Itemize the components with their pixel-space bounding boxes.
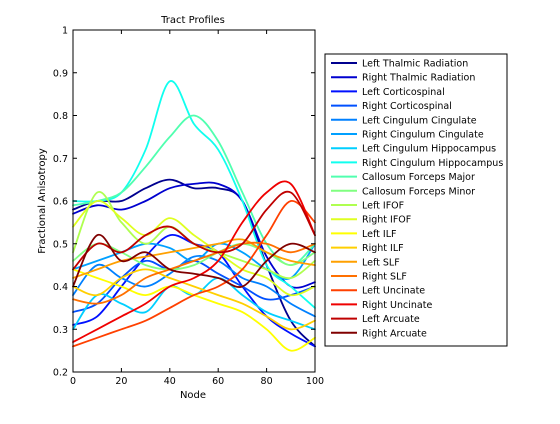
legend-label: Right ILF — [362, 243, 404, 254]
ticks-layer: 0 20 40 60 80 100 0.2 0.3 0.4 0.5 0.6 0.7 0.8 0.9 1 — [53, 26, 324, 388]
legend-label: Left Thalmic Radiation — [362, 59, 468, 70]
y-tick-label: 0.3 — [53, 325, 68, 336]
series-line-17 — [72, 200, 316, 348]
series-line-10 — [72, 242, 316, 271]
y-tick-label: 0.6 — [53, 197, 68, 208]
legend-label: Right Cingulum Hippocampus — [362, 158, 503, 169]
legend-label: Right Corticospinal — [362, 101, 452, 112]
x-tick-label: 100 — [306, 376, 324, 387]
legend-box — [324, 53, 508, 347]
y-tick-label: 0.8 — [53, 111, 68, 122]
y-tick-label: 0.7 — [53, 154, 68, 165]
legend-label: Left Corticospinal — [362, 87, 445, 98]
legend-label: Callosum Forceps Minor — [362, 186, 475, 197]
x-tick-label: 80 — [261, 376, 273, 387]
y-tick-label: 0.4 — [53, 282, 68, 293]
legend-label: Right IFOF — [362, 215, 411, 226]
legend-label: Left SLF — [362, 257, 400, 268]
x-tick-label: 20 — [115, 376, 127, 387]
x-tick-label: 0 — [70, 376, 76, 387]
series-line-19 — [72, 190, 316, 271]
y-axis-label: Fractional Anisotropy — [37, 148, 48, 254]
legend-label: Callosum Forceps Major — [362, 172, 475, 183]
y-tick-label: 0.5 — [53, 239, 68, 250]
legend-label: Right Thalmic Radiation — [362, 73, 475, 84]
legend-label: Right SLF — [362, 272, 407, 283]
y-tick-label: 1 — [62, 26, 68, 37]
legend-label: Left Cingulum Cingulate — [362, 115, 477, 126]
series-line-2 — [72, 181, 316, 289]
legend-label: Right Uncinate — [362, 300, 432, 311]
legend-label: Left Cingulum Hippocampus — [362, 144, 496, 155]
legend-label: Left IFOF — [362, 201, 404, 212]
series-line-5 — [72, 254, 316, 318]
legend-label: Right Arcuate — [362, 328, 427, 339]
plot-area: 0 20 40 60 80 100 0.2 0.3 0.4 0.5 0.6 0.7 0.8 0.9 1 — [53, 26, 324, 388]
x-tick-label: 40 — [164, 376, 176, 387]
series-line-16 — [72, 241, 316, 305]
y-tick-label: 0.9 — [53, 68, 68, 79]
y-tick-label: 0.2 — [53, 368, 68, 379]
legend: Left Thalmic Radiation Right Thalmic Radi… — [324, 53, 508, 347]
legend-label: Left Uncinate — [362, 286, 425, 297]
x-tick-label: 60 — [212, 376, 224, 387]
series-line-14 — [72, 268, 316, 331]
series-line-18 — [72, 180, 316, 343]
chart-title: Tract Profiles — [160, 15, 225, 26]
x-axis-label: Node — [180, 390, 206, 401]
series-line-8 — [72, 80, 316, 309]
legend-label: Left ILF — [362, 229, 396, 240]
series-layer — [72, 80, 316, 352]
legend-label: Right Cingulum Cingulate — [362, 130, 484, 141]
legend-label: Left Arcuate — [362, 314, 420, 325]
series-line-20 — [72, 234, 316, 288]
series-line-12 — [72, 200, 316, 297]
legend-items: Left Thalmic Radiation Right Thalmic Radi… — [331, 59, 503, 339]
